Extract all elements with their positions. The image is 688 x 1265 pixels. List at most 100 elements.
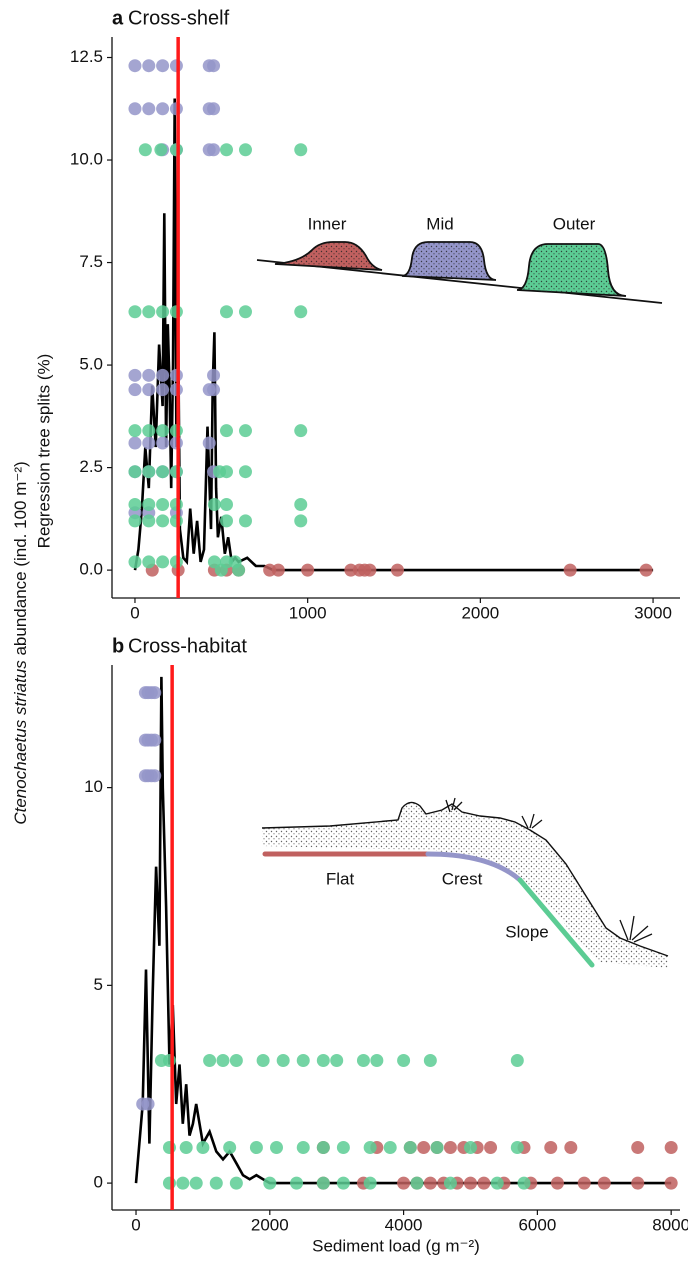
shelf-reef-stipple: [402, 242, 496, 280]
y-axis-label: Ctenochaetus striatus abundance (ind. 10…: [11, 461, 30, 824]
y2-axis-label: Regression tree splits (%): [34, 354, 53, 549]
data-point: [370, 1054, 384, 1068]
regression-splits-line: [134, 676, 672, 1185]
data-point: [232, 563, 246, 577]
data-point: [564, 1141, 578, 1155]
x-tick-label: 2000: [251, 1215, 289, 1234]
inset-label: Mid: [426, 214, 453, 233]
data-point: [219, 424, 233, 438]
data-point: [219, 305, 233, 319]
data-point: [271, 563, 285, 577]
data-point: [229, 1176, 243, 1190]
data-point: [176, 1176, 190, 1190]
data-point: [296, 1054, 310, 1068]
data-point: [294, 424, 308, 438]
data-point: [138, 143, 152, 157]
data-point: [397, 1176, 411, 1190]
data-point: [219, 498, 233, 511]
data-point: [238, 514, 252, 528]
data-point: [219, 465, 233, 479]
data-point: [216, 1054, 230, 1068]
y-tick-label: 12.5: [70, 47, 103, 66]
data-point: [162, 1054, 176, 1068]
reef-coral: [445, 797, 653, 943]
data-point: [664, 1176, 678, 1190]
data-point: [156, 424, 170, 438]
data-point: [517, 1176, 531, 1190]
inset-label: Slope: [505, 922, 548, 941]
data-point: [256, 1054, 270, 1068]
data-point: [410, 1176, 424, 1190]
data-point: [142, 498, 156, 511]
data-point: [463, 1176, 477, 1190]
data-point: [156, 555, 170, 569]
data-point: [631, 1176, 645, 1190]
data-point: [249, 1141, 263, 1155]
data-point: [363, 563, 377, 577]
data-point: [316, 1054, 330, 1068]
x-tick-label: 8000: [652, 1215, 688, 1234]
panel-letter: b: [112, 635, 124, 657]
data-point: [294, 498, 308, 511]
data-point: [156, 368, 170, 382]
panel-title: Cross-habitat: [128, 635, 247, 657]
data-point: [631, 1141, 645, 1155]
data-point: [142, 465, 156, 479]
data-point: [550, 1176, 564, 1190]
data-point: [154, 143, 168, 157]
data-point: [128, 424, 142, 438]
data-point: [142, 383, 156, 397]
data-point: [417, 1141, 431, 1155]
data-point: [390, 563, 404, 577]
data-point: [128, 465, 142, 479]
data-point: [463, 1141, 477, 1155]
data-point: [238, 305, 252, 319]
y-tick-label: 10: [84, 777, 103, 796]
data-point: [276, 1054, 290, 1068]
x-tick-label: 2000: [461, 603, 499, 622]
data-point: [142, 305, 156, 319]
data-point: [316, 1176, 330, 1190]
data-point: [403, 1141, 417, 1155]
data-point: [203, 1054, 217, 1068]
x-tick-label: 4000: [385, 1215, 423, 1234]
data-point: [156, 436, 170, 450]
shelf-reef-stipple: [517, 244, 626, 296]
y-axis-label-text: abundance (ind. 100 m⁻²): [11, 461, 30, 660]
data-point: [430, 1141, 444, 1155]
data-point: [664, 1141, 678, 1155]
data-point: [296, 1141, 310, 1155]
data-point: [209, 1176, 223, 1190]
data-point: [207, 498, 221, 511]
inset-label: Flat: [326, 869, 355, 888]
data-point: [238, 143, 252, 157]
reef-outline: [261, 801, 669, 957]
inset-label: Outer: [553, 214, 596, 233]
data-point: [128, 102, 142, 116]
x-axis-label: Sediment load (g m⁻²): [312, 1236, 480, 1255]
data-point: [128, 59, 142, 73]
habitat-zone-line: [517, 877, 595, 968]
data-point: [214, 563, 228, 577]
data-point: [269, 1141, 283, 1155]
data-point: [142, 555, 156, 569]
data-point: [207, 102, 221, 116]
x-tick-label: 6000: [518, 1215, 556, 1234]
data-point: [156, 383, 170, 397]
data-point: [162, 1141, 176, 1155]
data-point: [219, 514, 233, 528]
inset-label: Inner: [308, 214, 347, 233]
data-point: [207, 143, 221, 157]
data-point: [363, 1141, 377, 1155]
data-point: [141, 1097, 155, 1111]
data-point: [484, 1141, 498, 1155]
data-point: [397, 1054, 411, 1068]
data-point: [294, 305, 308, 319]
data-point: [294, 514, 308, 528]
habitat-zone-line: [425, 851, 523, 883]
reef-stipple: [262, 802, 668, 968]
data-point: [301, 563, 315, 577]
data-point: [156, 465, 170, 479]
y-tick-label: 7.5: [79, 252, 103, 271]
